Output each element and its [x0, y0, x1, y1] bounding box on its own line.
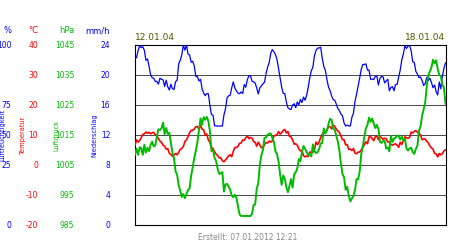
Text: 30: 30: [28, 70, 38, 80]
Text: 16: 16: [101, 100, 110, 110]
Text: 0: 0: [6, 220, 11, 230]
Text: 50: 50: [1, 130, 11, 140]
Text: Luftfeuchtigkeit: Luftfeuchtigkeit: [0, 109, 5, 161]
Text: -10: -10: [26, 190, 38, 200]
Text: Temperatur: Temperatur: [19, 116, 26, 154]
Text: 995: 995: [59, 190, 74, 200]
Text: 1025: 1025: [55, 100, 74, 110]
Text: 100: 100: [0, 40, 11, 50]
Text: 10: 10: [29, 130, 38, 140]
Text: Niederschlag: Niederschlag: [91, 113, 98, 157]
Text: 40: 40: [28, 40, 38, 50]
Text: hPa: hPa: [59, 26, 74, 35]
Text: 75: 75: [1, 100, 11, 110]
Text: -20: -20: [26, 220, 38, 230]
Text: 1035: 1035: [55, 70, 74, 80]
Text: %: %: [3, 26, 11, 35]
Text: Luftdruck: Luftdruck: [53, 120, 59, 150]
Text: mm/h: mm/h: [86, 26, 110, 35]
Text: Erstellt: 07.01.2012 12:21: Erstellt: 07.01.2012 12:21: [198, 234, 297, 242]
Text: °C: °C: [28, 26, 38, 35]
Text: 20: 20: [101, 70, 110, 80]
Text: 985: 985: [60, 220, 74, 230]
Text: 4: 4: [105, 190, 110, 200]
Text: 24: 24: [101, 40, 110, 50]
Text: 1015: 1015: [55, 130, 74, 140]
Text: 25: 25: [2, 160, 11, 170]
Text: 0: 0: [33, 160, 38, 170]
Text: 1005: 1005: [55, 160, 74, 170]
Text: 12: 12: [101, 130, 110, 140]
Text: 18.01.04: 18.01.04: [405, 33, 446, 42]
Text: 12.01.04: 12.01.04: [135, 33, 175, 42]
Text: 8: 8: [105, 160, 110, 170]
Text: 0: 0: [105, 220, 110, 230]
Text: 20: 20: [29, 100, 38, 110]
Text: 1045: 1045: [55, 40, 74, 50]
